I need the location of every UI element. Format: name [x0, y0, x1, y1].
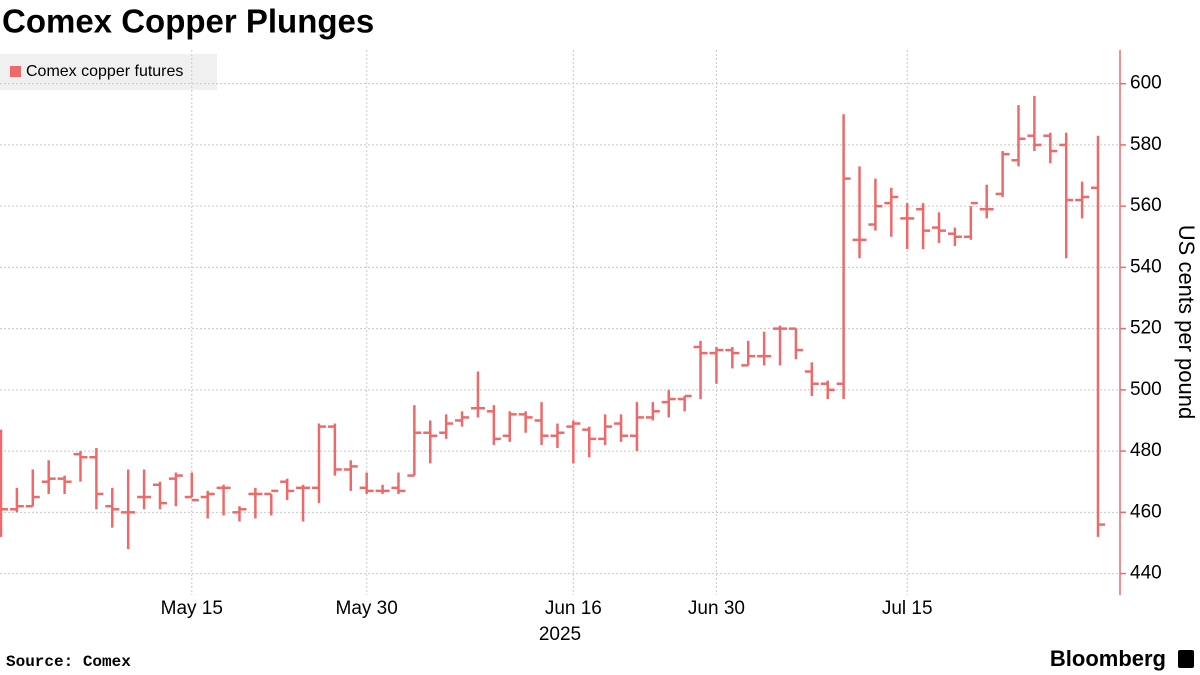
y-tick-label: 440: [1130, 563, 1162, 584]
legend-swatch: [10, 66, 21, 77]
brand-icon: [1178, 650, 1194, 668]
legend-label: Comex copper futures: [26, 63, 183, 80]
x-tick-label: Jun 16: [545, 598, 602, 619]
y-tick-label: 580: [1130, 134, 1162, 155]
y-tick-label: 460: [1130, 501, 1162, 522]
y-tick-label: 600: [1130, 73, 1162, 94]
x-tick-label: May 15: [161, 598, 223, 619]
y-tick-label: 500: [1130, 379, 1162, 400]
y-tick-label: 520: [1130, 318, 1162, 339]
source: Source: Comex: [6, 653, 131, 671]
x-tick-label: Jul 15: [882, 598, 933, 619]
chart-title: Comex Copper Plunges: [2, 3, 374, 40]
brand: Bloomberg: [1050, 646, 1166, 671]
y-tick-label: 540: [1130, 256, 1162, 277]
y-tick-label: 560: [1130, 195, 1162, 216]
y-axis-label: US cents per pound: [1174, 225, 1199, 419]
x-tick-label: Jun 30: [688, 598, 745, 619]
y-tick-label: 480: [1130, 440, 1162, 461]
x-axis-label: 2025: [539, 624, 581, 645]
x-tick-label: May 30: [336, 598, 398, 619]
